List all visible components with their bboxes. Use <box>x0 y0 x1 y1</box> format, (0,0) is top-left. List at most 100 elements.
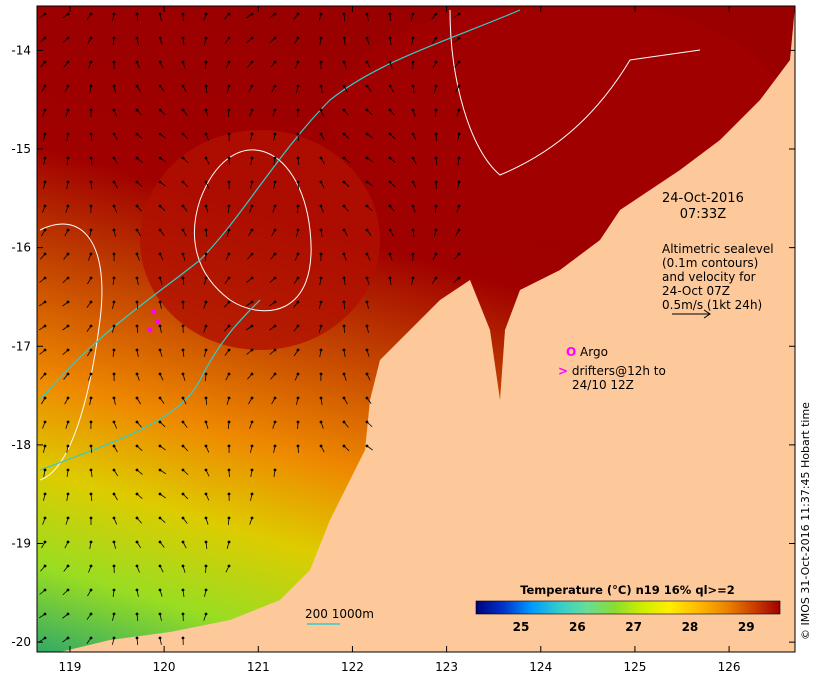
velocity-scale-arrow <box>672 309 711 319</box>
lat-tick-label: -16 <box>11 241 31 255</box>
vector-origin <box>89 372 93 376</box>
vector-origin <box>204 612 208 616</box>
vector-origin <box>296 108 300 112</box>
lon-tick-label: 120 <box>153 660 176 674</box>
vector-origin <box>181 636 185 640</box>
vector-origin <box>434 132 438 136</box>
vector-origin <box>388 180 392 184</box>
vector-origin <box>89 588 93 592</box>
vector-origin <box>457 276 461 280</box>
vector-origin <box>457 180 461 184</box>
vector-origin <box>227 36 231 40</box>
vector-origin <box>365 180 369 184</box>
altimetry-line: and velocity for <box>662 270 756 284</box>
vector-origin <box>43 516 47 520</box>
vector-origin <box>135 132 139 136</box>
vector-origin <box>411 276 415 280</box>
vector-origin <box>43 132 47 136</box>
drifter-symbol-icon: > <box>558 364 569 378</box>
vector-origin <box>181 588 185 592</box>
vector-origin <box>135 180 139 184</box>
vector-origin <box>457 60 461 64</box>
vector-origin <box>296 84 300 88</box>
vector-origin <box>273 300 277 304</box>
vector-origin <box>411 108 415 112</box>
vector-origin <box>227 396 231 400</box>
vector-origin <box>250 372 254 376</box>
vector-origin <box>89 348 93 352</box>
vector-origin <box>112 324 116 328</box>
vector-origin <box>250 180 254 184</box>
vector-origin <box>89 300 93 304</box>
vector-origin <box>319 84 323 88</box>
vector-origin <box>112 468 116 472</box>
vector-origin <box>204 228 208 232</box>
lat-tick-label: -17 <box>11 339 31 353</box>
vector-origin <box>319 444 323 448</box>
vector-origin <box>227 420 231 424</box>
vector-origin <box>388 228 392 232</box>
vector-origin <box>319 324 323 328</box>
vector-origin <box>135 84 139 88</box>
vector-origin <box>457 12 461 16</box>
vector-origin <box>158 348 162 352</box>
vector-origin <box>227 468 231 472</box>
vector-origin <box>434 108 438 112</box>
vector-origin <box>135 12 139 16</box>
vector-origin <box>227 540 231 544</box>
vector-origin <box>411 156 415 160</box>
vector-origin <box>204 156 208 160</box>
vector-origin <box>43 300 47 304</box>
vector-origin <box>342 108 346 112</box>
vector-origin <box>181 324 185 328</box>
vector-origin <box>319 12 323 16</box>
vector-origin <box>112 12 116 16</box>
vector-origin <box>457 252 461 256</box>
vector-origin <box>342 60 346 64</box>
vector-origin <box>411 252 415 256</box>
vector-origin <box>273 180 277 184</box>
vector-origin <box>181 348 185 352</box>
vector-origin <box>250 324 254 328</box>
vector-origin <box>296 276 300 280</box>
vector-origin <box>135 468 139 472</box>
lon-tick-label: 119 <box>59 660 82 674</box>
vector-origin <box>135 396 139 400</box>
vector-origin <box>112 228 116 232</box>
vector-origin <box>342 204 346 208</box>
vector-origin <box>89 468 93 472</box>
vector-origin <box>434 180 438 184</box>
vector-origin <box>227 84 231 88</box>
vector-origin <box>227 60 231 64</box>
vector-origin <box>273 372 277 376</box>
vector-origin <box>273 468 277 472</box>
vector-origin <box>66 444 70 448</box>
vector-origin <box>112 108 116 112</box>
vector-origin <box>204 516 208 520</box>
vector-origin <box>158 588 162 592</box>
vector-origin <box>273 396 277 400</box>
vector-origin <box>204 324 208 328</box>
vector-origin <box>89 492 93 496</box>
vector-origin <box>135 636 139 640</box>
vector-origin <box>112 492 116 496</box>
vector-origin <box>66 300 70 304</box>
vector-origin <box>319 420 323 424</box>
vector-origin <box>388 108 392 112</box>
credit-text: © IMOS 31-Oct-2016 11:37:45 Hobart time <box>799 402 812 640</box>
vector-origin <box>158 564 162 568</box>
vector-origin <box>457 228 461 232</box>
vector-origin <box>411 84 415 88</box>
vector-origin <box>66 540 70 544</box>
vector-origin <box>181 492 185 496</box>
vector-origin <box>296 180 300 184</box>
vector-origin <box>158 444 162 448</box>
vector-origin <box>43 492 47 496</box>
vector-origin <box>112 420 116 424</box>
vector-origin <box>319 156 323 160</box>
vector-origin <box>434 252 438 256</box>
vector-origin <box>43 396 47 400</box>
isobath-1000m <box>39 299 261 471</box>
vector-origin <box>158 108 162 112</box>
